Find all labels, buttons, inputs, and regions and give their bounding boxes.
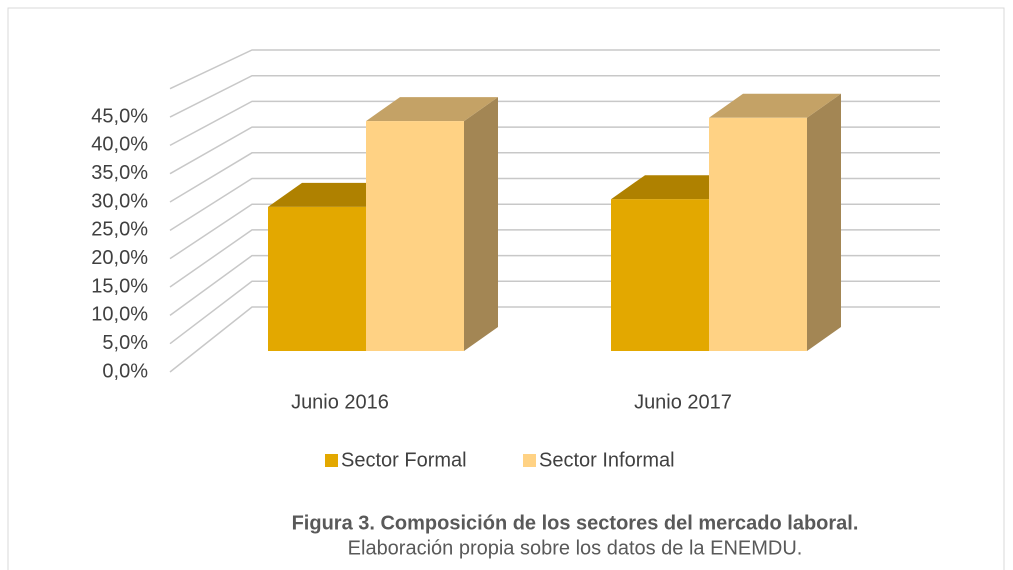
y-tick-label: 40,0% <box>91 134 148 156</box>
y-tick-label: 0,0% <box>102 360 148 382</box>
chart-frame <box>7 7 1005 570</box>
legend-swatch <box>325 454 338 467</box>
y-tick-label: 20,0% <box>91 247 148 269</box>
bar-top <box>366 97 498 122</box>
y-tick-label: 30,0% <box>91 190 148 212</box>
bar <box>366 121 464 351</box>
y-tick-label: 25,0% <box>91 219 148 241</box>
caption-title: Figura 3. Composición de los sectores de… <box>292 512 859 534</box>
grid-line <box>169 74 940 118</box>
x-tick-label: Junio 2017 <box>634 391 732 413</box>
grid-line <box>169 100 940 147</box>
y-tick-label: 5,0% <box>102 332 148 354</box>
legend-swatch <box>523 454 536 467</box>
y-tick-label: 35,0% <box>91 162 148 184</box>
y-tick-label: 15,0% <box>91 275 148 297</box>
y-tick-label: 45,0% <box>91 105 148 127</box>
legend-label: Sector Informal <box>539 449 675 471</box>
y-tick-label: 10,0% <box>91 304 148 326</box>
bar-side <box>464 97 498 351</box>
bar <box>611 199 709 351</box>
bar <box>709 117 807 351</box>
bar <box>268 206 366 351</box>
x-tick-label: Junio 2016 <box>291 391 389 413</box>
bar-side <box>807 93 841 352</box>
legend-label: Sector Formal <box>341 449 467 471</box>
axis-frame <box>169 49 940 90</box>
caption-subtitle: Elaboración propia sobre los datos de la… <box>348 537 803 559</box>
bar-top <box>709 93 841 118</box>
